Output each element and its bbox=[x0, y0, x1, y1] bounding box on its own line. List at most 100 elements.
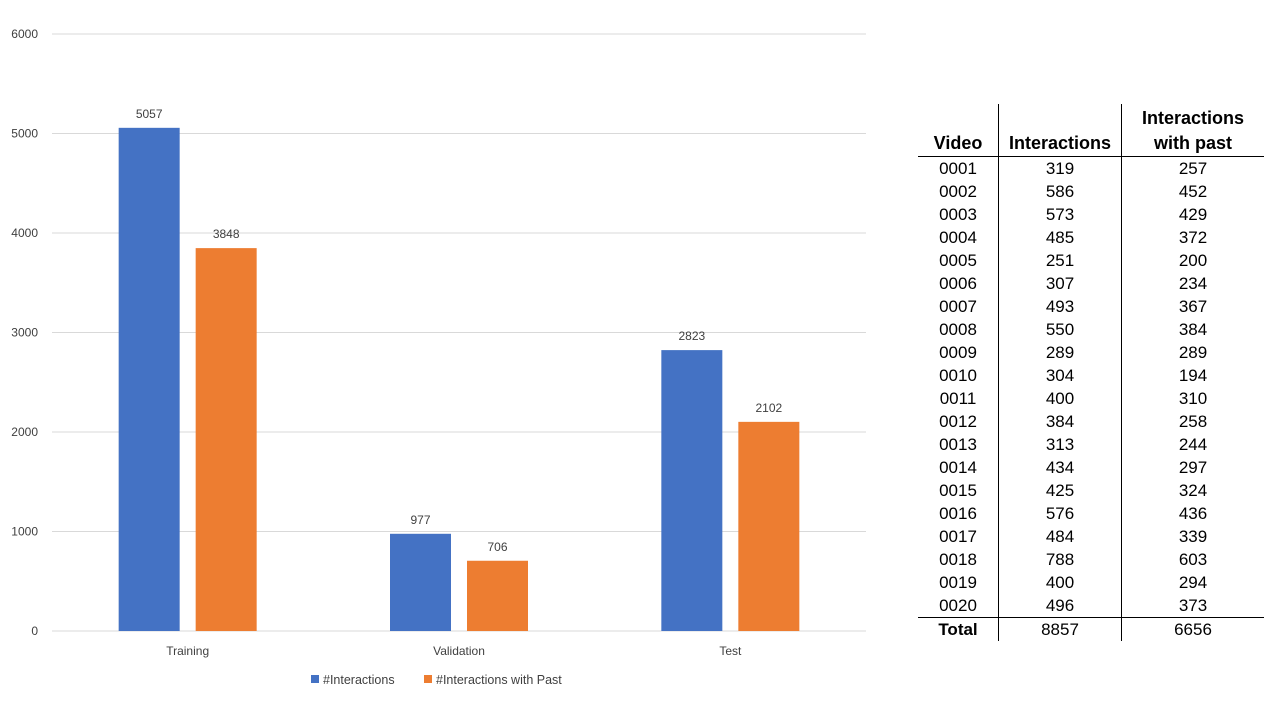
table-row: 0005 251 200 bbox=[918, 248, 1264, 272]
total-label: Total bbox=[918, 616, 999, 641]
table-cell: 373 bbox=[1121, 593, 1264, 617]
table-row: 0009 289 289 bbox=[918, 340, 1264, 364]
table-row: 0006 307 234 bbox=[918, 271, 1264, 295]
table-cell: 0013 bbox=[939, 434, 977, 454]
table-cell: 0003 bbox=[939, 204, 977, 224]
legend-label: #Interactions bbox=[323, 673, 395, 687]
table-cell: 244 bbox=[1121, 432, 1264, 456]
table-row: 0001 319 257 bbox=[918, 156, 1264, 180]
table-cell: 429 bbox=[1121, 202, 1264, 226]
bar bbox=[118, 127, 180, 632]
gridlines bbox=[52, 33, 866, 632]
table-row: 0020 496 373 bbox=[918, 593, 1264, 617]
table-cell: 258 bbox=[1121, 409, 1264, 433]
y-tick-label: 0 bbox=[31, 624, 38, 638]
table-cell: 0017 bbox=[939, 526, 977, 546]
table-cell: 297 bbox=[1121, 455, 1264, 479]
x-tick-label: Test bbox=[719, 644, 742, 658]
data-labels: 5057 3848 977 706 2823 2102 bbox=[136, 107, 783, 554]
table-cell: 313 bbox=[998, 432, 1122, 456]
table-cell: 251 bbox=[998, 248, 1122, 272]
table-row: 0012 384 258 bbox=[918, 409, 1264, 433]
table-row: 0016 576 436 bbox=[918, 501, 1264, 525]
table-cell: 573 bbox=[998, 202, 1122, 226]
table-cell: 339 bbox=[1121, 524, 1264, 548]
bar bbox=[661, 350, 723, 631]
table-cell: 0015 bbox=[939, 480, 977, 500]
data-label: 706 bbox=[487, 540, 507, 554]
table-cell: 289 bbox=[998, 340, 1122, 364]
table-cell: 550 bbox=[998, 317, 1122, 341]
table-cell: 485 bbox=[998, 225, 1122, 249]
table-cell: 0014 bbox=[939, 457, 977, 477]
table-body: 0001 319 257 0002 586 452 0003 573 429 0004 485 372… bbox=[918, 156, 1264, 641]
column-header-interactions: Interactions bbox=[998, 104, 1122, 157]
table-row: 0004 485 372 bbox=[918, 225, 1264, 249]
table-row: 0011 400 310 bbox=[918, 386, 1264, 410]
table-cell: 0010 bbox=[939, 365, 977, 385]
column-header-video: Video bbox=[918, 104, 999, 157]
bar-chart: 0 1000 2000 3000 4000 5000 6000 5057 3848 977 706… bbox=[11, 27, 866, 687]
table-cell: 436 bbox=[1121, 501, 1264, 525]
bar bbox=[195, 248, 257, 631]
table-cell: 0007 bbox=[939, 296, 977, 316]
y-tick-label: 3000 bbox=[11, 326, 38, 340]
table-row: 0017 484 339 bbox=[918, 524, 1264, 548]
table-cell: 307 bbox=[998, 271, 1122, 295]
data-label: 3848 bbox=[213, 227, 240, 241]
total-cell: 6656 bbox=[1121, 616, 1264, 641]
table-cell: 310 bbox=[1121, 386, 1264, 410]
table-total-row: Total 8857 6656 bbox=[918, 616, 1264, 641]
table-cell: 496 bbox=[998, 593, 1122, 617]
table-cell: 484 bbox=[998, 524, 1122, 548]
table-cell: 0016 bbox=[939, 503, 977, 523]
table-cell: 0005 bbox=[939, 250, 977, 270]
table-cell: 200 bbox=[1121, 248, 1264, 272]
data-label: 977 bbox=[410, 513, 430, 527]
table-cell: 319 bbox=[998, 156, 1122, 180]
table-cell: 493 bbox=[998, 294, 1122, 318]
table-cell: 425 bbox=[998, 478, 1122, 502]
video-interactions-table: Video Interactions Interactions with pas… bbox=[918, 104, 1264, 641]
table-cell: 452 bbox=[1121, 179, 1264, 203]
table-cell: 0004 bbox=[939, 227, 977, 247]
table-cell: 367 bbox=[1121, 294, 1264, 318]
table-cell: 0019 bbox=[939, 572, 977, 592]
y-tick-label: 5000 bbox=[11, 127, 38, 141]
table-row: 0019 400 294 bbox=[918, 570, 1264, 594]
table-header-row: Video Interactions Interactions with pas… bbox=[918, 104, 1264, 157]
table-cell: 294 bbox=[1121, 570, 1264, 594]
table-row: 0015 425 324 bbox=[918, 478, 1264, 502]
column-header-interactions-with-past: Interactions with past bbox=[1121, 104, 1264, 157]
table-cell: 384 bbox=[1121, 317, 1264, 341]
table-cell: 0011 bbox=[939, 388, 977, 408]
table-row: 0013 313 244 bbox=[918, 432, 1264, 456]
table-row: 0002 586 452 bbox=[918, 179, 1264, 203]
table-cell: 0008 bbox=[939, 319, 977, 339]
total-cell: 8857 bbox=[998, 616, 1122, 641]
table-cell: 400 bbox=[998, 386, 1122, 410]
table-row: 0008 550 384 bbox=[918, 317, 1264, 341]
table-cell: 289 bbox=[1121, 340, 1264, 364]
table-cell: 603 bbox=[1121, 547, 1264, 571]
table-cell: 0018 bbox=[939, 549, 977, 569]
data-label: 5057 bbox=[136, 107, 163, 121]
bar bbox=[467, 560, 528, 631]
table-cell: 586 bbox=[998, 179, 1122, 203]
table-row: 0010 304 194 bbox=[918, 363, 1264, 387]
table-cell: 194 bbox=[1121, 363, 1264, 387]
table-cell: 0001 bbox=[939, 158, 977, 178]
x-tick-label: Validation bbox=[433, 644, 485, 658]
bar bbox=[390, 533, 451, 631]
table-cell: 0020 bbox=[939, 595, 977, 615]
x-tick-label: Training bbox=[166, 644, 209, 658]
table-cell: 0012 bbox=[939, 411, 977, 431]
legend-swatch bbox=[311, 675, 319, 683]
bars bbox=[118, 127, 800, 632]
table-row: 0007 493 367 bbox=[918, 294, 1264, 318]
table-cell: 434 bbox=[998, 455, 1122, 479]
table-cell: 234 bbox=[1121, 271, 1264, 295]
table-cell: 400 bbox=[998, 570, 1122, 594]
data-label: 2823 bbox=[678, 329, 705, 343]
legend-label: #Interactions with Past bbox=[436, 673, 562, 687]
